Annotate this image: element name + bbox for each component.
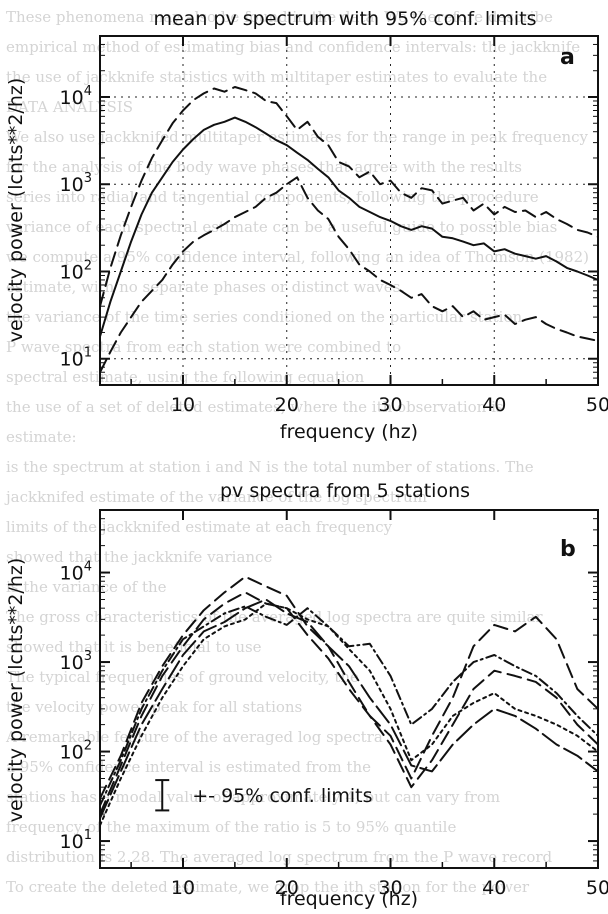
x-tick-label: 40 xyxy=(482,394,506,416)
background-text-line: DATA ANALYSIS xyxy=(6,98,133,116)
background-text-line: The gross characteristics of the average… xyxy=(6,608,543,626)
x-axis-label: frequency (hz) xyxy=(280,421,418,443)
background-text-line: We also use jackknifed multitaper estima… xyxy=(6,128,589,146)
x-tick-label: 30 xyxy=(378,877,402,899)
series-line-1 xyxy=(100,575,598,800)
x-tick-label: 50 xyxy=(586,394,608,416)
chart-title: mean pv spectrum with 95% conf. limits xyxy=(153,8,536,30)
y-tick-label: 103 xyxy=(60,171,92,196)
background-text-line: a 95% confidence interval is estimated f… xyxy=(6,758,371,776)
background-text-line: estimate: xyxy=(6,428,77,446)
background-text-line: the velocity power peak for all stations xyxy=(6,698,302,716)
background-text-line: The typical frequencies of ground veloci… xyxy=(6,668,359,686)
series-group xyxy=(100,86,598,374)
panel-label: b xyxy=(560,537,576,562)
series-group xyxy=(100,575,598,827)
y-tick-label: 101 xyxy=(60,346,92,371)
y-tick-label: 104 xyxy=(60,560,92,585)
x-tick-label: 50 xyxy=(586,877,608,899)
background-text-line: for the analysis of the body wave phases… xyxy=(6,158,522,176)
background-text-line: the use of jackknife statistics with mul… xyxy=(6,68,547,86)
series-line-2 xyxy=(100,116,598,338)
confidence-annotation: +- 95% conf. limits xyxy=(192,785,372,807)
background-text-line: variance of each spectral estimate can b… xyxy=(5,218,557,236)
series-line-5 xyxy=(100,598,598,820)
background-text-line: showed that the jackknife variance xyxy=(6,548,272,566)
y-tick-label: 102 xyxy=(60,739,92,764)
panel-label: a xyxy=(560,45,575,70)
panel-b: pv spectra from 5 stations 10 20 30 40 50 101 1… xyxy=(5,480,608,910)
chart-title: pv spectra from 5 stations xyxy=(220,480,470,502)
x-axis-label: frequency (hz) xyxy=(280,888,418,910)
y-tick-label: 104 xyxy=(60,84,92,109)
background-text-line: stations has a modal value of approximat… xyxy=(6,788,500,806)
y-axis-label: velocity power (lcnts**2/hz) xyxy=(5,558,27,823)
x-tick-label: 10 xyxy=(171,877,195,899)
y-tick-label: 102 xyxy=(60,258,92,283)
y-axis-label: velocity power (lcnts**2/hz) xyxy=(5,78,27,343)
background-text-line: we compute a 95% confidence interval, fo… xyxy=(6,248,589,266)
x-tick-label: 40 xyxy=(482,877,506,899)
x-tick-label: 20 xyxy=(275,394,299,416)
background-text-line: P wave spectra from each station were co… xyxy=(6,338,401,356)
y-tick-label: 101 xyxy=(60,828,92,853)
background-text-line: jackknifed estimate of the variance of t… xyxy=(4,488,427,506)
background-text-line: is the spectrum at station i and N is th… xyxy=(6,458,534,476)
x-tick-label: 20 xyxy=(275,877,299,899)
background-text-line: is the variance of the xyxy=(6,578,167,596)
background-text-line: series into radial and tangential compon… xyxy=(6,188,539,206)
background-text-layer: These phenomena may also be found in the… xyxy=(4,8,589,896)
background-text-line: These phenomena may also be found in the… xyxy=(6,8,553,26)
y-tick-label: 103 xyxy=(60,649,92,674)
panel-a: mean pv spectrum with 95% conf. limits 10… xyxy=(5,8,608,443)
series-line-3 xyxy=(100,605,598,807)
background-text-line: frequency of the maximum of the ratio is… xyxy=(6,818,456,836)
x-tick-label: 30 xyxy=(378,394,402,416)
background-text-line: limits of the jackknifed estimate at eac… xyxy=(6,518,393,536)
background-text-line: empirical method of estimating bias and … xyxy=(6,38,580,56)
series-line-2 xyxy=(100,591,598,816)
series-line-1 xyxy=(100,86,598,308)
series-line-4 xyxy=(100,602,598,827)
background-text-line: To create the deleted estimate, we drop … xyxy=(6,878,530,896)
background-text-line: spectral estimate, using the following e… xyxy=(6,368,365,386)
background-text-line: the use of a set of deleted estimates, w… xyxy=(6,398,504,416)
series-line-3 xyxy=(100,176,598,374)
background-text-line: showed that it is beneficial to use xyxy=(6,638,262,656)
background-text-line: distribution is 2.28. The averaged log s… xyxy=(6,848,553,866)
x-tick-label: 10 xyxy=(171,394,195,416)
